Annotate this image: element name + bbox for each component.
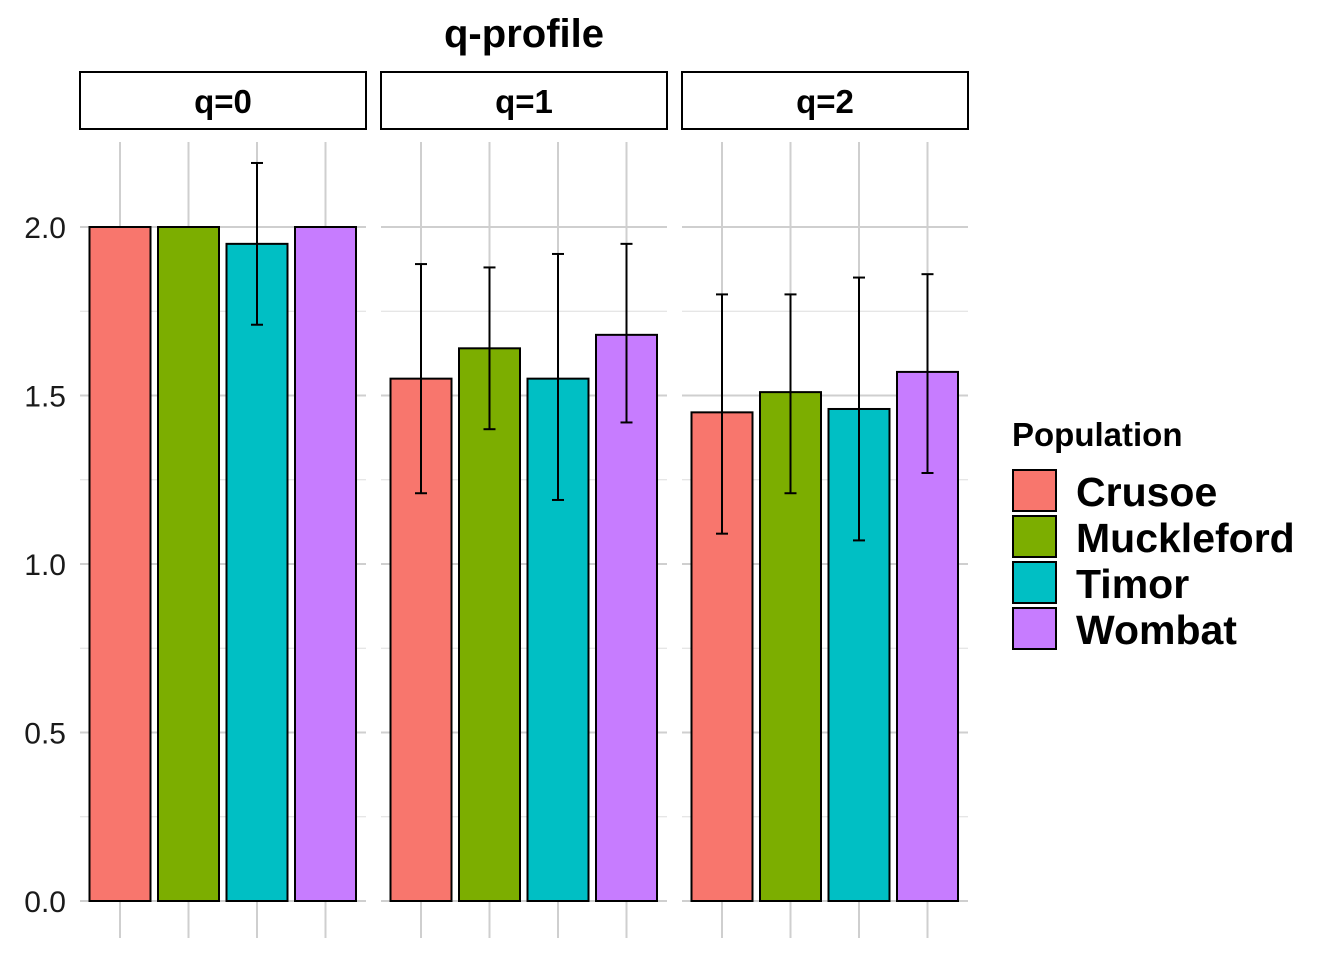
legend-label: Timor [1076, 561, 1189, 607]
facet-panel: q=0 [79, 71, 367, 938]
y-tick-label: 1.0 [24, 549, 66, 582]
y-axis: 0.0 0.5 1.0 1.5 2.0 [24, 212, 66, 919]
legend-label: Crusoe [1076, 469, 1217, 515]
facet-strip [380, 71, 668, 130]
error-bar [483, 266, 496, 431]
bar [294, 226, 357, 902]
legend-swatch [1012, 561, 1057, 604]
facet-panel: q=2 [681, 71, 969, 938]
error-bar [921, 273, 934, 475]
y-tick-label: 0.0 [24, 886, 66, 919]
legend-swatch [1012, 469, 1057, 512]
legend-title: Population [1012, 416, 1182, 453]
facet-strip-label: q=1 [495, 83, 553, 120]
legend-label: Wombat [1076, 607, 1237, 653]
error-bar [620, 242, 633, 424]
bar [88, 226, 152, 902]
legend-item: Timor [1012, 561, 1189, 607]
legend-label: Muckleford [1076, 515, 1295, 561]
error-bar [251, 161, 263, 326]
y-tick-label: 0.5 [24, 718, 66, 751]
bar [157, 226, 220, 902]
bar [225, 242, 289, 903]
facet-strip-label: q=0 [194, 83, 252, 120]
bar [458, 347, 521, 902]
facet-strip [681, 71, 969, 130]
legend-swatch [1012, 607, 1057, 650]
bar [595, 333, 658, 902]
y-tick-label: 1.5 [24, 381, 66, 414]
error-bar [716, 293, 728, 535]
legend-swatch [1012, 515, 1057, 558]
facet-panels: q=0 q=1 q=2 [79, 71, 969, 938]
error-bar [552, 252, 564, 501]
error-bar [784, 293, 797, 495]
y-tick-label: 2.0 [24, 212, 66, 245]
chart-title: q-profile [444, 12, 604, 56]
facet-panel: q=1 [380, 71, 668, 938]
error-bar [853, 276, 865, 542]
error-bar [415, 263, 427, 495]
facet-strip-label: q=2 [796, 83, 854, 120]
legend-item: Wombat [1012, 607, 1237, 653]
legend-item: Muckleford [1012, 515, 1295, 561]
facet-strip [79, 71, 367, 130]
bar [759, 391, 822, 902]
legend-item: Crusoe [1012, 469, 1217, 515]
